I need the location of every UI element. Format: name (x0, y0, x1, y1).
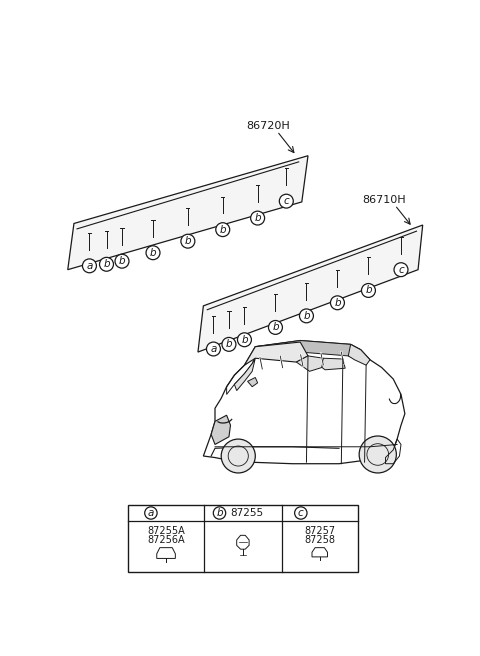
Text: b: b (119, 256, 125, 266)
Text: b: b (254, 213, 261, 223)
Circle shape (330, 296, 345, 310)
Bar (128, 504, 358, 572)
Text: a: a (86, 261, 93, 271)
Text: b: b (219, 224, 226, 235)
Polygon shape (211, 415, 230, 445)
Circle shape (83, 259, 96, 273)
Circle shape (222, 337, 236, 352)
Polygon shape (198, 225, 423, 352)
Circle shape (268, 321, 282, 335)
Polygon shape (252, 340, 370, 362)
Text: b: b (103, 259, 110, 270)
Circle shape (359, 436, 396, 473)
Circle shape (181, 234, 195, 248)
Text: 87257: 87257 (304, 526, 336, 536)
Polygon shape (296, 356, 324, 371)
Text: c: c (298, 508, 304, 518)
Circle shape (238, 333, 252, 346)
Text: b: b (365, 285, 372, 295)
Circle shape (295, 507, 307, 519)
Text: 87255: 87255 (230, 508, 264, 518)
Text: 87258: 87258 (304, 535, 335, 544)
Circle shape (99, 257, 113, 271)
Text: 87255A: 87255A (147, 526, 185, 536)
Text: b: b (226, 339, 232, 350)
Circle shape (221, 439, 255, 473)
Text: a: a (148, 508, 154, 518)
Circle shape (279, 194, 293, 208)
Polygon shape (322, 358, 345, 370)
Polygon shape (248, 377, 258, 387)
Circle shape (115, 255, 129, 268)
Text: b: b (150, 248, 156, 258)
Circle shape (213, 507, 226, 519)
Text: c: c (398, 264, 404, 275)
Text: b: b (185, 236, 191, 246)
Polygon shape (68, 155, 308, 270)
Text: b: b (216, 508, 223, 518)
Text: b: b (272, 323, 279, 333)
Text: a: a (210, 344, 216, 354)
Polygon shape (234, 358, 255, 390)
Circle shape (361, 283, 375, 297)
Circle shape (144, 507, 157, 519)
Text: b: b (334, 298, 341, 308)
Circle shape (206, 342, 220, 356)
Text: b: b (303, 311, 310, 321)
Text: b: b (241, 335, 248, 345)
Text: 87256A: 87256A (147, 535, 185, 544)
Text: c: c (283, 196, 289, 206)
Circle shape (394, 263, 408, 277)
Circle shape (146, 246, 160, 260)
Polygon shape (244, 342, 308, 365)
Polygon shape (348, 344, 370, 365)
Text: 86710H: 86710H (362, 195, 406, 205)
Circle shape (300, 309, 313, 323)
Text: 86720H: 86720H (246, 121, 289, 131)
Circle shape (216, 222, 230, 237)
Circle shape (251, 211, 264, 225)
